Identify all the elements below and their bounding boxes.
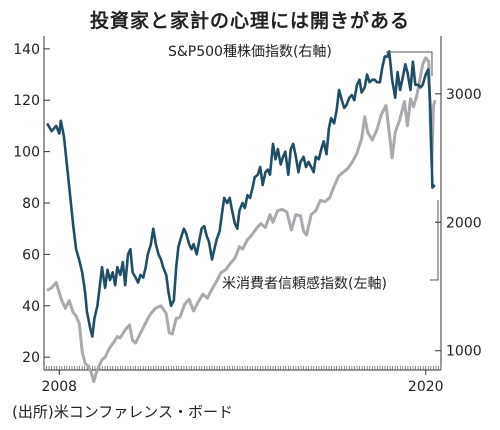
confidence-leader-line [430, 200, 439, 281]
x-tick-label: 2008 [41, 379, 77, 395]
left-tick-label: 80 [22, 196, 40, 212]
chart-title: 投資家と家計の心理には開きがある [89, 10, 410, 32]
source-note: (出所)米コンファレンス・ボード [12, 403, 233, 421]
sp500-leader-line [386, 51, 433, 76]
confidence-series-label: 米消費者信頼感指数(左軸) [222, 275, 387, 292]
consumer-confidence-line [45, 50, 436, 338]
right-tick-label: 2000 [446, 215, 482, 231]
sp500-line [46, 56, 437, 384]
right-tick-label: 3000 [446, 87, 482, 103]
left-tick-label: 40 [22, 299, 40, 315]
left-tick-label: 60 [22, 247, 40, 263]
left-tick-label: 20 [22, 350, 40, 366]
x-tick-label: 2020 [408, 379, 444, 395]
sp500-series-label: S&P500種株価指数(右軸) [168, 44, 332, 60]
left-tick-label: 100 [13, 145, 40, 161]
right-tick-label: 1000 [446, 344, 482, 360]
left-tick-label: 140 [13, 42, 40, 58]
left-tick-label: 120 [13, 93, 40, 109]
